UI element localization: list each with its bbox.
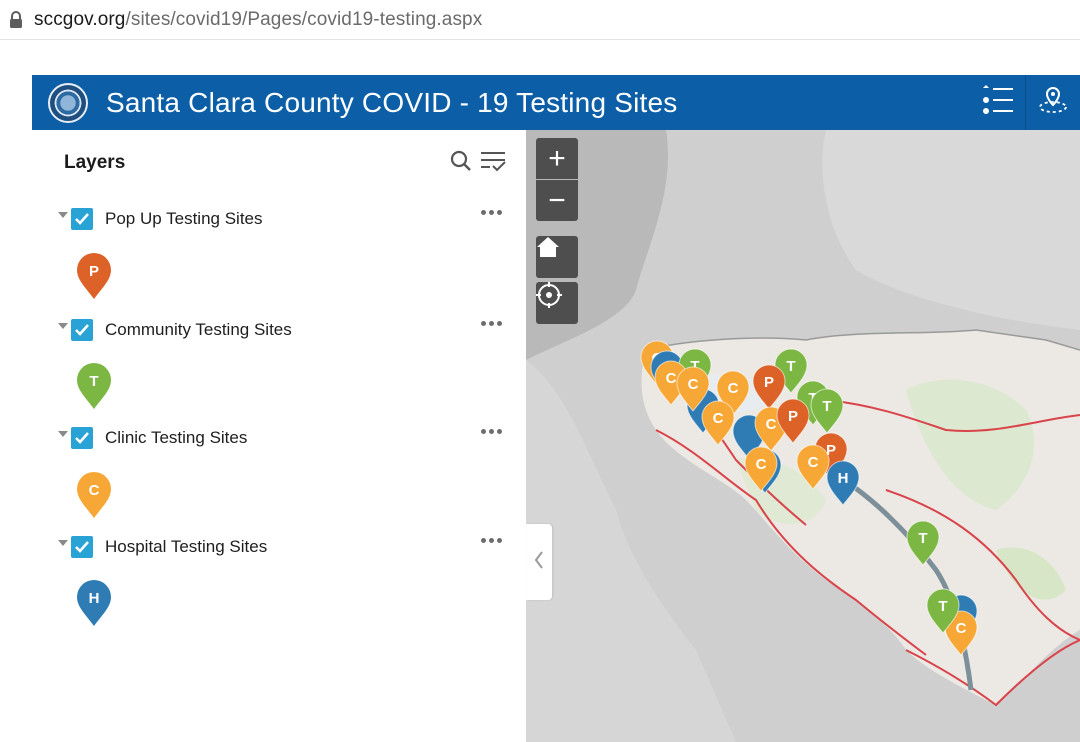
list-icon xyxy=(981,85,1015,120)
map-pin[interactable]: C xyxy=(796,444,830,490)
app-title: Santa Clara County COVID - 19 Testing Si… xyxy=(106,86,678,118)
panel-title: Layers xyxy=(64,152,126,173)
svg-text:C: C xyxy=(89,482,100,499)
map-pin-letter: P xyxy=(788,408,798,425)
collapse-panel-button[interactable] xyxy=(526,524,552,600)
lock-icon xyxy=(6,10,26,30)
expand-caret-icon[interactable] xyxy=(58,431,68,437)
more-options-icon[interactable] xyxy=(481,429,502,434)
layers-panel: Layers Pop Up Testing Sites P Community … xyxy=(32,130,526,742)
zoom-in-button[interactable]: + xyxy=(536,138,578,179)
map-pin[interactable]: P xyxy=(776,398,810,444)
browser-address-bar[interactable]: sccgov.org/sites/covid19/Pages/covid19-t… xyxy=(0,0,1080,40)
locate-button[interactable] xyxy=(536,282,578,324)
map-pin-letter: T xyxy=(786,358,795,375)
map-pin-letter: C xyxy=(713,410,724,427)
map-pin-letter: P xyxy=(826,442,836,459)
layer-row-clinic[interactable]: Clinic Testing Sites xyxy=(58,425,502,451)
map-pin[interactable]: H xyxy=(826,460,860,506)
more-options-icon[interactable] xyxy=(481,538,502,543)
filter-list-icon[interactable] xyxy=(480,150,506,177)
chevron-left-icon xyxy=(534,550,544,574)
map-pin-letter: C xyxy=(956,620,967,637)
map-pin-letter: C xyxy=(808,454,819,471)
expand-caret-icon[interactable] xyxy=(58,323,68,329)
plus-icon: + xyxy=(548,141,566,175)
svg-text:T: T xyxy=(89,373,98,390)
county-seal-logo xyxy=(48,82,88,123)
more-options-icon[interactable] xyxy=(481,210,502,215)
map-pin[interactable]: T xyxy=(926,588,960,634)
map-pin-letter: T xyxy=(690,358,699,375)
map-pin-letter: C xyxy=(666,370,677,387)
zoom-out-button[interactable]: − xyxy=(536,180,578,221)
layer-checkbox[interactable] xyxy=(71,536,93,558)
layer-label: Community Testing Sites xyxy=(105,320,292,339)
more-options-icon[interactable] xyxy=(481,321,502,326)
minus-icon: − xyxy=(548,183,566,217)
layer-row-hospital[interactable]: Hospital Testing Sites xyxy=(58,534,502,560)
layer-checkbox[interactable] xyxy=(71,427,93,449)
map-pin[interactable]: C xyxy=(701,400,735,446)
map-pin-letter: C xyxy=(728,380,739,397)
map-pin[interactable]: P xyxy=(752,364,786,410)
map-pin[interactable]: T xyxy=(810,388,844,434)
expand-caret-icon[interactable] xyxy=(58,540,68,546)
legend-pin-popup: P xyxy=(77,253,111,299)
home-button[interactable] xyxy=(536,236,578,278)
svg-text:H: H xyxy=(89,590,100,607)
map-pin-letter: T xyxy=(918,530,927,547)
layer-row-popup[interactable]: Pop Up Testing Sites xyxy=(58,206,502,232)
map-pin[interactable]: C xyxy=(676,366,710,412)
app-header: Santa Clara County COVID - 19 Testing Si… xyxy=(32,75,1080,130)
url-text[interactable]: sccgov.org/sites/covid19/Pages/covid19-t… xyxy=(34,9,482,31)
map-pin-letter: P xyxy=(764,374,774,391)
nearby-button[interactable] xyxy=(1025,75,1080,130)
legend-pin-hospital: H xyxy=(77,580,111,626)
svg-text:P: P xyxy=(89,263,99,280)
url-path: /sites/covid19/Pages/covid19-testing.asp… xyxy=(125,8,483,30)
layer-label: Pop Up Testing Sites xyxy=(105,209,263,228)
layer-row-community[interactable]: Community Testing Sites xyxy=(58,317,502,343)
layer-label: Hospital Testing Sites xyxy=(105,537,268,556)
layer-checkbox[interactable] xyxy=(71,208,93,230)
map-pin-letter: C xyxy=(766,416,777,433)
map-pin[interactable]: C xyxy=(744,446,778,492)
map-pin-letter: T xyxy=(938,598,947,615)
layer-checkbox[interactable] xyxy=(71,319,93,341)
location-pin-icon xyxy=(1038,85,1068,120)
map-pin-letter: H xyxy=(838,470,849,487)
expand-caret-icon[interactable] xyxy=(58,212,68,218)
layer-label: Clinic Testing Sites xyxy=(105,428,248,447)
map-pin[interactable]: T xyxy=(906,520,940,566)
search-icon[interactable] xyxy=(450,150,472,177)
legend-pin-clinic: C xyxy=(77,472,111,518)
map-view[interactable]: + − CTCCTPCTTCCPPCCHTCT xyxy=(526,130,1080,742)
layer-list-button[interactable] xyxy=(970,75,1025,130)
map-pin-letter: T xyxy=(822,398,831,415)
url-host: sccgov.org xyxy=(34,8,126,30)
map-pin-letter: C xyxy=(688,376,699,393)
map-pin[interactable]: C xyxy=(944,610,978,656)
map-pin-letter: C xyxy=(756,456,767,473)
legend-pin-community: T xyxy=(77,363,111,409)
